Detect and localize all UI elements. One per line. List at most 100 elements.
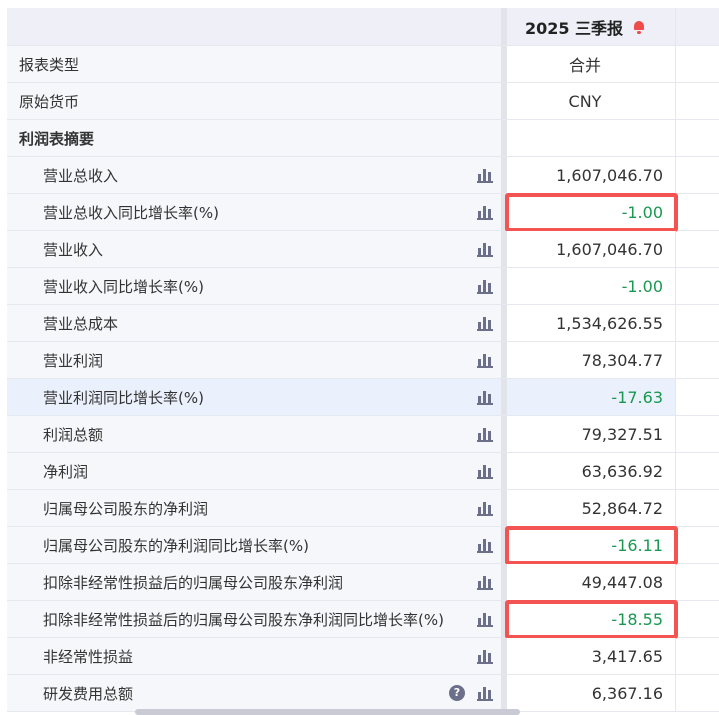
row-label-text: 归属母公司股东的净利润: [43, 499, 209, 518]
next-column-cell: [676, 601, 719, 637]
bar-chart-icon[interactable]: [477, 612, 493, 627]
row-label: 归属母公司股东的净利润: [7, 490, 507, 526]
row-label-text: 报表类型: [19, 55, 80, 74]
bar-chart-icon[interactable]: [477, 316, 493, 331]
row-value-cell: 1,534,626.55: [507, 305, 676, 341]
next-column-cell: [676, 305, 719, 341]
table-row: 归属母公司股东的净利润同比增长率(%) -16.11: [7, 526, 719, 565]
table-row: 扣除非经常性损益后的归属母公司股东净利润同比增长率(%) -18.55: [7, 600, 719, 639]
bar-chart-icon[interactable]: [477, 427, 493, 442]
next-column-header: [676, 8, 719, 45]
table-row: 营业利润 78,304.77: [7, 342, 719, 379]
row-value-cell: -1.00: [505, 193, 678, 232]
next-column-cell: [676, 675, 719, 711]
row-label: 营业利润同比增长率(%): [7, 379, 507, 415]
row-label-text: 营业总收入: [43, 166, 119, 185]
bell-icon[interactable]: [633, 20, 645, 34]
bar-chart-icon[interactable]: [477, 168, 493, 183]
row-label: 利润总额: [7, 416, 507, 452]
row-label: 营业总收入同比增长率(%): [7, 194, 507, 230]
row-label-text: 营业利润: [43, 351, 104, 370]
row-label-text: 营业收入: [43, 240, 104, 259]
next-column-cell: [676, 157, 719, 193]
bar-chart-icon[interactable]: [477, 242, 493, 257]
bar-chart-icon[interactable]: [477, 538, 493, 553]
horizontal-scrollbar[interactable]: [135, 709, 520, 715]
row-value: -1.00: [621, 276, 663, 296]
row-value-cell: 1,607,046.70: [507, 157, 676, 193]
table-row: 营业收入同比增长率(%) -1.00: [7, 268, 719, 305]
row-label: 营业利润: [7, 342, 507, 378]
row-label-text: 非经常性损益: [43, 647, 134, 666]
row-label-text: 扣除非经常性损益后的归属母公司股东净利润同比增长率(%): [43, 610, 444, 629]
next-column-cell: [676, 342, 719, 378]
row-value-cell: 52,864.72: [507, 490, 676, 526]
table-row: 归属母公司股东的净利润 52,864.72: [7, 490, 719, 527]
next-column-cell: [676, 416, 719, 452]
row-value: -17.63: [611, 387, 663, 407]
highlight-box: [505, 600, 678, 639]
row-label: 营业总收入: [7, 157, 507, 193]
next-column-cell: [676, 120, 719, 156]
table-row: 净利润 63,636.92: [7, 453, 719, 490]
row-label: 扣除非经常性损益后的归属母公司股东净利润同比增长率(%): [7, 601, 507, 637]
next-column-cell: [676, 490, 719, 526]
row-value: 79,327.51: [581, 424, 663, 444]
bar-chart-icon[interactable]: [477, 501, 493, 516]
table-row: 研发费用总额? 6,367.16: [7, 675, 719, 712]
table-row: 营业总收入同比增长率(%) -1.00: [7, 193, 719, 232]
next-column-cell: [676, 453, 719, 489]
table-row: 原始货币 CNY: [7, 83, 719, 120]
row-label-text: 利润表摘要: [19, 129, 95, 148]
period-column-header[interactable]: 2025 三季报: [507, 8, 676, 45]
row-label-text: 原始货币: [19, 92, 80, 111]
row-label: 营业收入同比增长率(%): [7, 268, 507, 304]
row-label-text: 营业利润同比增长率(%): [43, 388, 204, 407]
row-label-text: 扣除非经常性损益后的归属母公司股东净利润: [43, 573, 344, 592]
row-label: 营业收入: [7, 231, 507, 267]
row-value: 1,607,046.70: [556, 239, 663, 259]
table-row: 营业总收入 1,607,046.70: [7, 157, 719, 194]
row-label-text: 研发费用总额: [43, 684, 134, 703]
next-column-cell: [676, 564, 719, 600]
row-label-text: 净利润: [43, 462, 89, 481]
row-label-text: 营业收入同比增长率(%): [43, 277, 204, 296]
bar-chart-icon[interactable]: [477, 205, 493, 220]
table-row: 报表类型 合并: [7, 46, 719, 83]
bar-chart-icon[interactable]: [477, 390, 493, 405]
bar-chart-icon[interactable]: [477, 649, 493, 664]
row-value: 78,304.77: [581, 350, 663, 370]
row-value-cell: 49,447.08: [507, 564, 676, 600]
row-label-text: 归属母公司股东的净利润同比增长率(%): [43, 536, 309, 555]
bar-chart-icon[interactable]: [477, 353, 493, 368]
header-row: 2025 三季报: [7, 8, 719, 46]
row-value: 1,607,046.70: [556, 165, 663, 185]
row-value-cell: -16.11: [505, 526, 678, 565]
bar-chart-icon[interactable]: [477, 464, 493, 479]
row-value: 3,417.65: [591, 646, 663, 666]
row-value: -16.11: [611, 535, 663, 555]
row-label-text: 营业总收入同比增长率(%): [43, 203, 219, 222]
bar-chart-icon[interactable]: [477, 686, 493, 701]
next-column-cell: [676, 638, 719, 674]
next-column-cell: [676, 194, 719, 230]
row-value: 1,534,626.55: [556, 313, 663, 333]
bar-chart-icon[interactable]: [477, 575, 493, 590]
row-label: 非经常性损益: [7, 638, 507, 674]
row-value-cell: 79,327.51: [507, 416, 676, 452]
row-value-cell: CNY: [507, 83, 676, 119]
row-value: 合并: [568, 56, 601, 75]
help-icon[interactable]: ?: [449, 685, 465, 701]
row-label: 原始货币: [7, 83, 507, 119]
bar-chart-icon[interactable]: [477, 279, 493, 294]
row-value-cell: -17.63: [507, 379, 676, 415]
table-row: 营业利润同比增长率(%) -17.63: [7, 379, 719, 416]
next-column-cell: [676, 231, 719, 267]
next-column-cell: [676, 379, 719, 415]
row-value-cell: 1,607,046.70: [507, 231, 676, 267]
row-label-text: 利润总额: [43, 425, 104, 444]
next-column-cell: [676, 46, 719, 82]
table-row: 营业收入 1,607,046.70: [7, 231, 719, 268]
table-row: 利润表摘要: [7, 120, 719, 157]
next-column-cell: [676, 83, 719, 119]
